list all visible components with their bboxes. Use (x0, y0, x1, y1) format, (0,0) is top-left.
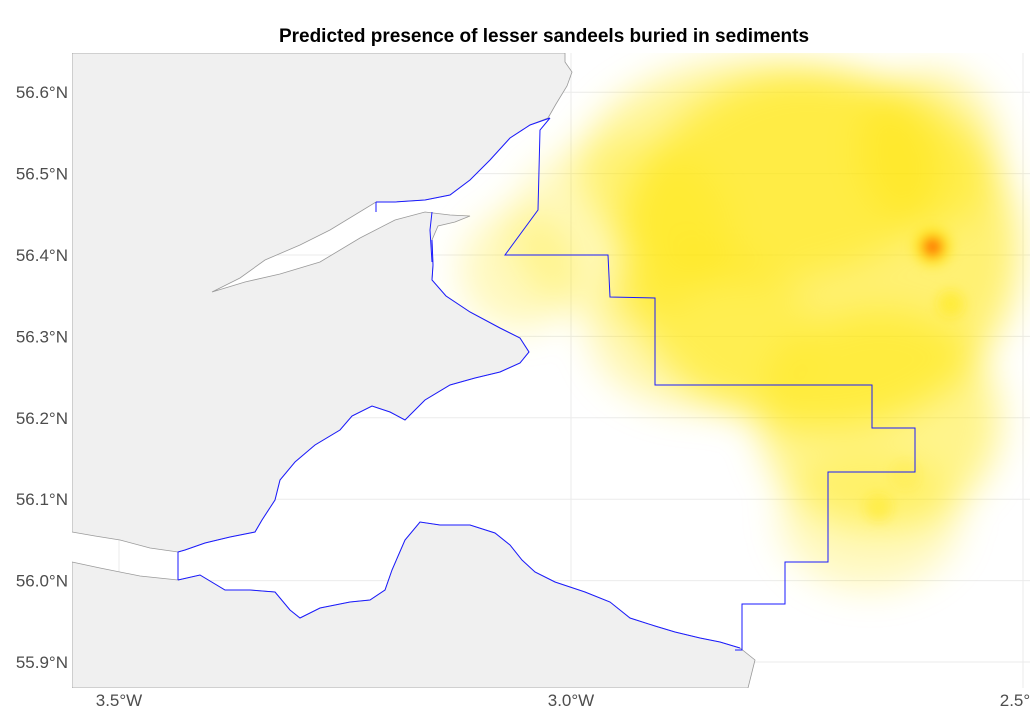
x-tick-label: 3.0°W (548, 691, 594, 710)
hotspot (871, 500, 885, 514)
hotspot (922, 236, 943, 258)
y-tick-label: 56.6°N (16, 83, 68, 102)
y-axis-labels: 56.6°N 56.5°N 56.4°N 56.3°N 56.2°N 56.1°N 56.0… (16, 83, 68, 672)
x-axis-labels: 3.5°W3.0°W2.5°W2.0°W (96, 691, 1030, 710)
y-tick-label: 56.2°N (16, 409, 68, 428)
hotspot (943, 297, 958, 311)
coastline-forth-north (177, 239, 530, 580)
y-tick-label: 55.9°N (16, 653, 68, 672)
y-tick-label: 56.4°N (16, 246, 68, 265)
y-tick-label: 56.3°N (16, 327, 68, 346)
y-tick-label: 56.1°N (16, 490, 68, 509)
x-tick-label: 3.5°W (96, 691, 142, 710)
y-tick-label: 56.5°N (16, 165, 68, 184)
coastline-north (376, 117, 551, 203)
presence-haze (860, 70, 1000, 230)
hotspot (899, 469, 912, 481)
protected-area-boundary (375, 117, 916, 651)
presence-haze (460, 210, 580, 330)
map-title: Predicted presence of lesser sandeels bu… (278, 26, 810, 47)
presence-haze (590, 250, 810, 410)
y-tick-label: 56.0°N (16, 572, 68, 591)
presence-haze (780, 450, 960, 590)
coastline-south (177, 521, 741, 649)
presence-heatmap (460, 60, 1020, 590)
x-tick-label: 2.5°W (1000, 691, 1030, 710)
